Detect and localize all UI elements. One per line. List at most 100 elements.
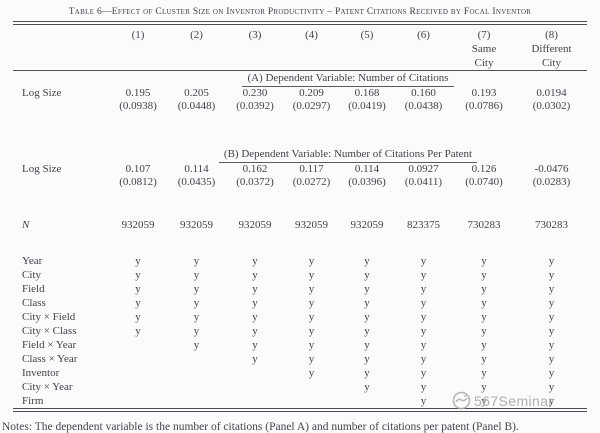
panel-b-title: (B) Dependent Variable: Number of Citati…	[218, 148, 478, 163]
fe-cell: y	[364, 339, 370, 352]
fe-cell	[167, 394, 226, 408]
column-subheader	[226, 56, 284, 71]
fe-cell: y	[135, 283, 141, 296]
fe-cell: y	[252, 339, 258, 352]
n-cell: 823375	[407, 219, 440, 232]
stderr-cell: (0.0392)	[236, 100, 274, 113]
column-subheader: City	[452, 56, 516, 71]
fe-cell: y	[420, 269, 427, 282]
watermark: 567Seminar	[452, 391, 554, 410]
n-cell: 730283	[467, 219, 501, 232]
n-cell: 932059	[295, 219, 328, 232]
row-label-blank	[13, 176, 109, 189]
column-header: (7)	[477, 29, 491, 42]
coefficient-cell: -0.0476	[534, 163, 569, 176]
header-blank	[13, 56, 109, 71]
fe-cell: y	[420, 311, 427, 324]
column-subheader	[109, 42, 167, 56]
stderr-cell: (0.0283)	[532, 176, 571, 189]
fe-cell: y	[252, 283, 258, 296]
header-blank	[13, 25, 109, 42]
column-subheader	[109, 56, 167, 71]
coefficient-cell: 0.117	[299, 163, 324, 176]
column-header: (6)	[417, 29, 430, 42]
column-subheader: City	[516, 56, 587, 71]
spacer-row	[13, 113, 587, 147]
fe-cell: y	[308, 297, 315, 310]
row-label-blank	[13, 100, 109, 113]
n-cell: 932059	[350, 219, 384, 232]
fe-row-label: City	[22, 269, 41, 282]
column-subheader	[339, 56, 395, 71]
fe-cell: y	[308, 367, 315, 380]
fe-cell: y	[364, 325, 370, 338]
coefficient-cell: 0.0194	[536, 87, 567, 100]
fe-cell: y	[308, 255, 315, 268]
stderr-cell: (0.0438)	[404, 100, 443, 113]
fe-cell: y	[364, 353, 370, 366]
fe-cell	[284, 394, 339, 408]
fe-cell: y	[420, 339, 427, 352]
stderr-cell: (0.0396)	[348, 176, 386, 189]
n-cell: 932059	[121, 219, 155, 232]
column-subheader	[167, 42, 226, 56]
stderr-cell: (0.0786)	[465, 100, 503, 113]
results-table-body: (1) (2) (3) (4) (5) (6) (7) (8) Same Different Cit…	[13, 25, 587, 408]
fe-cell	[226, 380, 284, 394]
column-subheader: Different	[531, 43, 572, 56]
coefficient-cell: 0.0927	[408, 163, 439, 176]
fe-cell	[167, 366, 226, 380]
fe-row-label: Field × Year	[22, 339, 77, 352]
column-header: (8)	[545, 29, 558, 42]
fe-cell	[284, 380, 339, 394]
stderr-cell: (0.0272)	[292, 176, 331, 189]
coefficient-cell: 0.107	[125, 163, 151, 176]
fe-cell: y	[364, 269, 370, 282]
stderr-cell: (0.0411)	[404, 176, 443, 189]
fe-cell: y	[420, 395, 427, 408]
column-subheader	[284, 56, 339, 71]
panel-a-title: (A) Dependent Variable: Number of Citati…	[242, 72, 454, 87]
fe-cell: y	[548, 395, 555, 408]
fe-cell: y	[193, 325, 200, 338]
top-double-rule	[13, 21, 587, 25]
watermark-logo-icon	[452, 391, 471, 410]
panel-blank	[13, 71, 109, 88]
spacer-row	[13, 232, 587, 254]
fe-cell: y	[548, 269, 555, 282]
row-label: Log Size	[22, 163, 62, 176]
n-row-label: N	[22, 219, 30, 232]
fe-cell: y	[193, 311, 200, 324]
coefficient-cell: 0.205	[184, 87, 209, 100]
stderr-cell: (0.0297)	[292, 100, 331, 113]
fe-cell: y	[135, 311, 141, 324]
column-header: (1)	[131, 29, 145, 42]
fe-cell: y	[193, 283, 200, 296]
fe-cell: y	[548, 283, 555, 296]
fe-cell	[226, 394, 284, 408]
stderr-cell: (0.0740)	[465, 176, 503, 189]
column-subheader	[395, 56, 452, 71]
fe-row-label: Class × Year	[22, 353, 78, 366]
fe-cell: y	[481, 325, 487, 338]
fe-cell	[109, 380, 167, 394]
fe-cell: y	[308, 325, 315, 338]
fe-cell: y	[481, 269, 487, 282]
fe-cell: y	[135, 269, 141, 282]
fe-cell: y	[308, 283, 315, 296]
results-table: (1) (2) (3) (4) (5) (6) (7) (8) Same Different Cit…	[13, 25, 587, 408]
column-subheader: Same	[471, 43, 497, 56]
fe-cell: y	[252, 311, 258, 324]
coefficient-cell: 0.114	[184, 163, 209, 176]
fe-cell: y	[481, 367, 487, 380]
coefficient-cell: 0.193	[471, 87, 497, 100]
fe-cell	[109, 366, 167, 380]
fe-row-label: Class	[22, 297, 46, 310]
stderr-cell: (0.0435)	[177, 176, 216, 189]
fe-cell: y	[193, 297, 200, 310]
fe-cell: y	[364, 283, 370, 296]
fe-cell: y	[481, 255, 487, 268]
fe-cell: y	[364, 255, 370, 268]
stderr-cell: (0.0302)	[532, 100, 571, 113]
fe-cell: y	[364, 381, 370, 394]
